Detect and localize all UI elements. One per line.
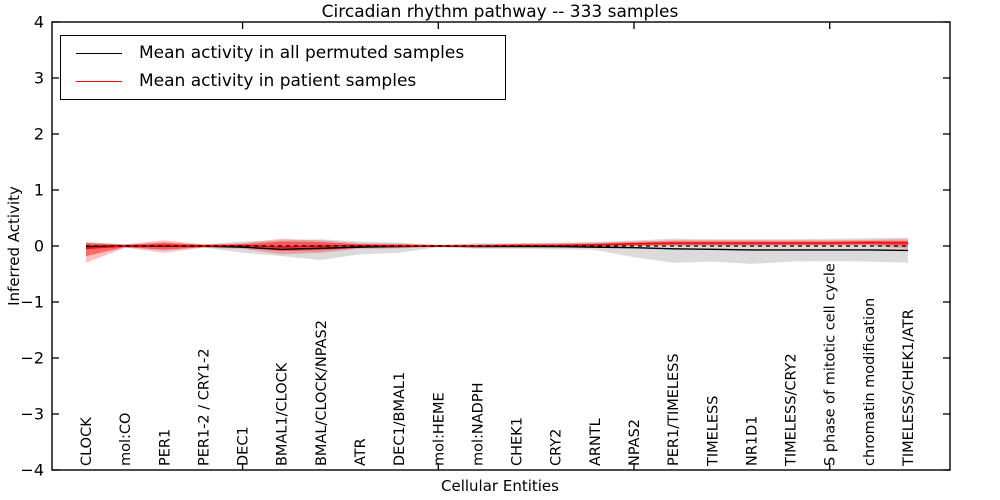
category-label: CHEK1 [510,417,526,466]
category-label: ARNTL [588,418,604,466]
category-label: TIMELESS/CHEK1/ATR [901,309,917,467]
legend-label-permuted: Mean activity in all permuted samples [139,43,465,64]
y-tick-label: −3 [20,405,44,424]
category-label: CLOCK [79,417,95,466]
category-label: BMAL/CLOCK/NPAS2 [314,320,330,466]
patient-line-swatch [76,80,122,82]
category-label: DEC1 [236,426,252,466]
permuted-line-swatch [76,53,122,55]
legend-item-permuted: Mean activity in all permuted samples [61,44,505,63]
category-label: mol:HEME [431,392,447,466]
legend-item-patient: Mean activity in patient samples [61,70,505,91]
y-axis-label: Inferred Activity [5,186,23,306]
y-tick-label: 1 [34,181,44,200]
patient-std-band-inner [86,240,908,257]
category-label: PER1/TIMELESS [666,353,682,466]
y-tick-label: −4 [20,461,44,480]
category-label: TIMELESS/CRY2 [784,353,800,467]
y-tick-label: 2 [34,125,44,144]
permuted-std-band [86,237,908,264]
patient-std-band-outer [86,238,908,263]
category-label: DEC1/BMAL1 [392,372,408,466]
category-label: NR1D1 [744,415,760,466]
category-label: mol:NADPH [470,382,486,466]
category-label: BMAL1/CLOCK [275,362,291,466]
y-tick-label: −1 [20,293,44,312]
category-label: PER1 [157,429,173,466]
legend-label-patient: Mean activity in patient samples [139,70,417,91]
y-tick-label: 4 [34,13,44,32]
legend: Mean activity in all permuted samples Me… [60,35,506,100]
category-label: CRY2 [549,429,565,466]
category-label: TIMELESS [705,396,721,467]
category-label: S phase of mitotic cell cycle [823,263,839,466]
category-label: ATR [353,438,369,466]
chart-title: Circadian rhythm pathway -- 333 samples [321,2,679,22]
y-tick-label: 0 [34,237,44,256]
y-tick-label: −2 [20,349,44,368]
category-label: mol:CO [118,413,134,466]
category-label: PER1-2 / CRY1-2 [196,348,212,466]
category-label: NPAS2 [627,419,643,466]
x-axis-label: Cellular Entities [441,477,559,495]
category-label: chromatin modification [862,298,878,466]
y-tick-label: 3 [34,69,44,88]
